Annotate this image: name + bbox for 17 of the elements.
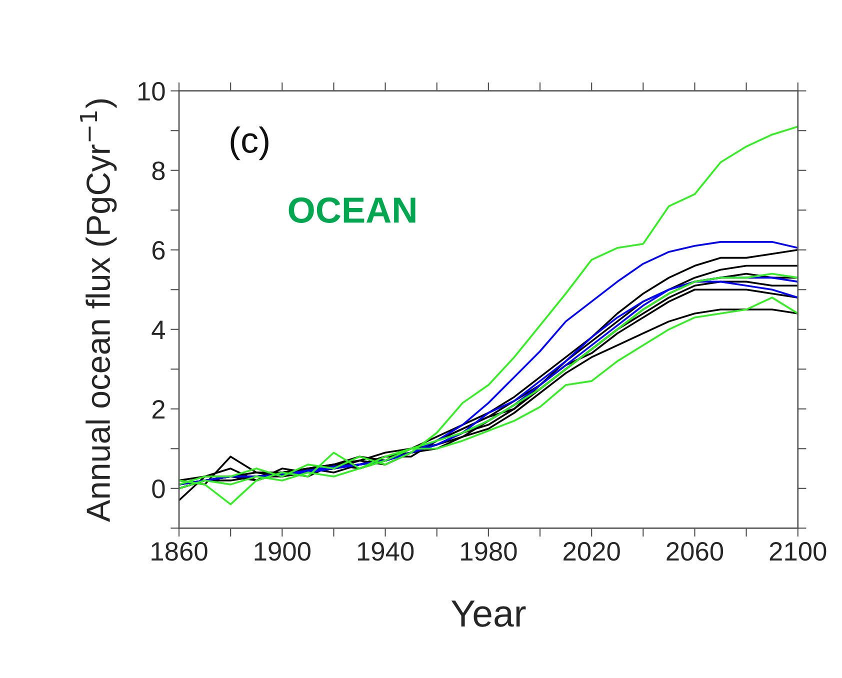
x-tick-label: 1940 bbox=[358, 542, 414, 561]
y-tick-label: 6 bbox=[152, 241, 165, 260]
x-tick-label: 1980 bbox=[461, 542, 517, 561]
x-axis-title: Year bbox=[451, 600, 526, 627]
y-tick-label: 2 bbox=[152, 400, 164, 418]
x-tick-label: 2020 bbox=[564, 542, 620, 561]
x-tick-label: 2060 bbox=[666, 542, 724, 561]
y-axis-title: Annual ocean flux (PgCyr$^{−1}$) bbox=[80, 99, 117, 522]
y-tick-label: 0 bbox=[152, 480, 165, 498]
y-tick-label: 4 bbox=[152, 320, 166, 339]
x-tick-label: 1860 bbox=[152, 542, 208, 561]
annotation: OCEAN bbox=[288, 197, 416, 223]
y-tick-label: 10 bbox=[138, 82, 165, 101]
x-tick-label: 2100 bbox=[770, 542, 826, 561]
x-tick-label: 1900 bbox=[254, 542, 310, 561]
y-tick-label: 8 bbox=[152, 162, 165, 180]
annotation: (c) bbox=[230, 126, 268, 160]
